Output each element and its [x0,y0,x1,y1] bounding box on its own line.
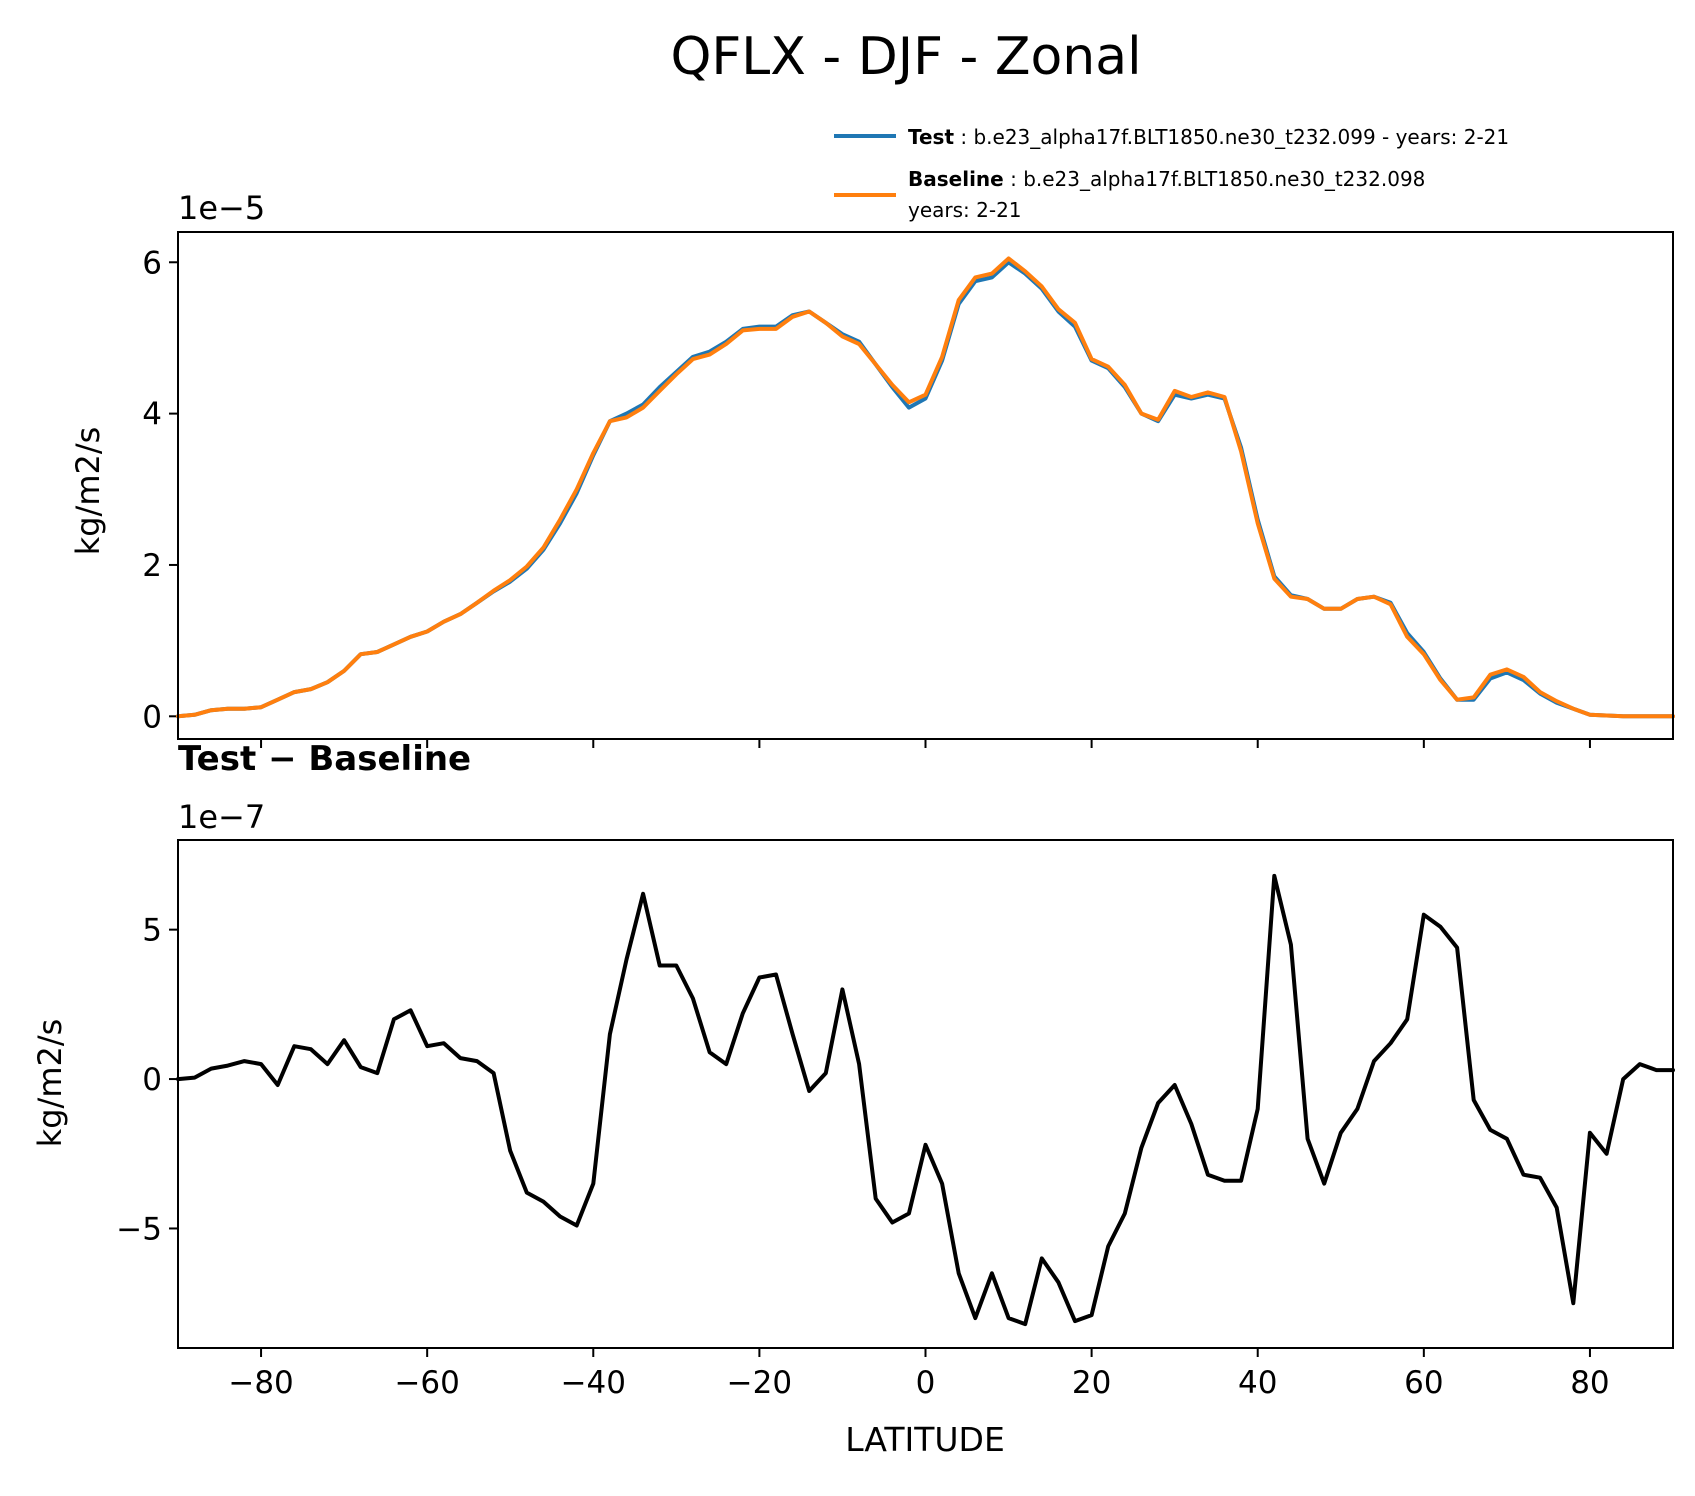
top-ytick-label: 4 [142,397,162,433]
bottom-xtick-label: 60 [1404,1365,1443,1401]
bottom-xtick-label: 20 [1072,1365,1111,1401]
bottom-panel: Test − Baseline 1e−7 kg/m2/s LATITUDE −5… [31,739,1675,1459]
legend-baseline-entry: Baseline : b.e23_alpha17f.BLT1850.ne30_t… [908,167,1425,191]
legend: Test : b.e23_alpha17f.BLT1850.ne30_t232.… [834,125,1509,222]
bottom-series-line-test-baseline [176,873,1675,1327]
bottom-xtick-label: −20 [727,1365,792,1401]
legend-test-name: Test [908,125,954,149]
top-ytick-label: 6 [142,245,162,281]
top-yticks: 0 2 4 6 [142,245,178,735]
bottom-axes-frame [177,839,1674,1349]
legend-test-desc: : b.e23_alpha17f.BLT1850.ne30_t232.099 -… [960,125,1509,149]
top-xticks [260,739,1591,748]
bottom-title: Test − Baseline [178,739,471,779]
top-ytick-label: 0 [142,699,162,735]
bottom-xticks: −80 −60 −40 −20 0 20 40 60 80 [228,1348,1610,1401]
bottom-ylabel: kg/m2/s [31,1019,69,1148]
top-lines [176,256,1675,719]
bottom-xtick-label: 0 [916,1365,936,1401]
legend-baseline-desc2: years: 2-21 [908,198,1022,222]
bottom-ytick-label: −5 [116,1211,162,1247]
legend-baseline-desc: : b.e23_alpha17f.BLT1850.ne30_t232.098 [1010,167,1425,191]
bottom-ytick-label: 0 [142,1062,162,1098]
bottom-yticks: −5 0 5 [116,913,178,1247]
top-ytick-label: 2 [142,548,162,584]
bottom-xtick-label: 80 [1570,1365,1609,1401]
legend-test-entry: Test : b.e23_alpha17f.BLT1850.ne30_t232.… [908,125,1509,149]
top-offset-label: 1e−5 [178,189,265,227]
top-ylabel: kg/m2/s [69,427,107,556]
top-axes-frame [177,231,1674,740]
top-panel: 1e−5 kg/m2/s 0 2 4 6 [69,189,1675,748]
legend-baseline-name: Baseline [908,167,1004,191]
top-series-line-baseline [176,256,1675,719]
bottom-xtick-label: 40 [1238,1365,1277,1401]
figure-title: QFLX - DJF - Zonal [670,27,1141,87]
bottom-xtick-label: −60 [394,1365,459,1401]
bottom-ytick-label: 5 [142,913,162,949]
bottom-xtick-label: −40 [561,1365,626,1401]
bottom-xtick-label: −80 [228,1365,293,1401]
bottom-offset-label: 1e−7 [178,798,265,836]
bottom-xlabel: LATITUDE [845,1420,1005,1459]
bottom-lines [176,873,1675,1327]
